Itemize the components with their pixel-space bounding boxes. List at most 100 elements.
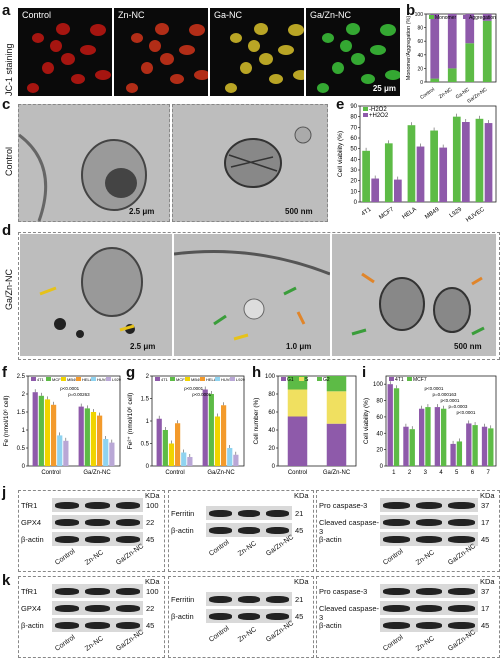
blot-protein-label: Ferritin — [171, 595, 195, 604]
blot-kda-value: 45 — [295, 526, 304, 535]
y-tick-label: 40 — [417, 53, 423, 59]
x-tick-label: 1 — [392, 470, 396, 476]
bar-+H2O2 — [371, 178, 380, 202]
y-tick-label: 80 — [417, 26, 423, 32]
p-value-annotation: p<0.0001 — [425, 386, 444, 391]
bar-G2 — [326, 376, 347, 392]
blot-kda-value: 37 — [481, 501, 490, 510]
blot-band — [237, 526, 261, 534]
blot-kda-value: 45 — [481, 621, 490, 630]
legend-entry: HELA — [82, 377, 93, 382]
blot-protein-label: β-actin — [319, 621, 342, 630]
legend-swatch — [91, 377, 96, 381]
blot-band-strip — [380, 618, 478, 632]
tem-control-scalebar-1: 2.5 μm — [129, 207, 155, 216]
blot-band — [115, 535, 140, 543]
bar-MCF7 — [84, 408, 90, 466]
kda-header: KDa — [480, 577, 495, 586]
x-tick-label: Control — [41, 470, 60, 476]
bar--H2O2 — [362, 150, 370, 202]
x-tick-label: 4T1 — [361, 206, 373, 217]
legend-swatch — [429, 15, 434, 19]
y-tick-label: 20 — [376, 448, 383, 454]
y-tick-label: 0.5 — [141, 442, 150, 448]
bar-Monomer — [482, 20, 492, 82]
blot-panel-middle — [168, 490, 314, 572]
tem-treated-side-label: Ga/Zn-NC — [4, 268, 14, 310]
y-tick-label: 1 — [22, 428, 26, 434]
kda-header: KDa — [294, 491, 309, 500]
x-tick-label: L929 — [449, 206, 464, 219]
blot-band — [55, 604, 80, 612]
bar-4T1 — [481, 426, 488, 466]
y-tick-label: 100 — [265, 374, 276, 380]
blot-band-strip — [380, 584, 478, 598]
jc1-image-label: Ga/Zn-NC — [310, 10, 352, 20]
p-value-annotation: p=0.0003 — [449, 404, 468, 409]
bar-G1 — [287, 416, 308, 466]
bar--H2O2 — [452, 116, 461, 202]
blot-band — [448, 535, 475, 543]
bar-MB49 — [168, 443, 175, 466]
y-tick-label: 60 — [417, 39, 423, 45]
bar-MB49 — [90, 412, 97, 466]
blot-band — [209, 509, 232, 517]
blot-band-strip — [52, 532, 143, 546]
bar-4T1 — [156, 418, 162, 466]
blot-kda-value: 45 — [295, 612, 304, 621]
y-tick-label: 1 — [146, 419, 150, 425]
blot-protein-label: β-actin — [319, 535, 342, 544]
blot-band-strip — [52, 584, 143, 598]
bar-Aggregation — [447, 14, 457, 69]
blot-panel-left — [18, 490, 165, 572]
jc1-scalebar: 25 μm — [372, 84, 396, 93]
bar--H2O2 — [475, 118, 484, 202]
y-tick-label: 70 — [350, 125, 357, 131]
kda-header: KDa — [145, 491, 160, 500]
p-value-annotation: p=0.000163 — [433, 392, 457, 397]
blot-band-strip — [206, 592, 292, 606]
bar-+H2O2 — [439, 147, 448, 202]
y-tick-label: 0 — [354, 200, 358, 206]
y-tick-label: 10 — [350, 189, 357, 195]
legend-entry: S — [305, 377, 309, 383]
bar-L929 — [63, 440, 69, 466]
blot-kda-value: 100 — [146, 501, 159, 510]
y-tick-label: 1.5 — [141, 397, 150, 403]
p-value-annotation: p=0.00263 — [68, 392, 90, 397]
blot-protein-label: Cleaved caspase-3 — [319, 518, 380, 536]
legend-swatch — [281, 377, 286, 381]
y-tick-label: 60 — [350, 136, 357, 142]
blot-band — [448, 604, 475, 612]
blot-band — [55, 587, 80, 595]
tem-control-image-2: 500 nm — [172, 104, 328, 222]
bar-MCF7 — [456, 441, 463, 466]
bar-4T1 — [434, 407, 441, 466]
bar-HELA — [51, 404, 57, 466]
blot-band — [266, 612, 289, 620]
blot-band — [266, 595, 289, 603]
blot-band — [115, 518, 140, 526]
y-tick-label: 20 — [417, 66, 423, 72]
x-tick-label: 5 — [455, 470, 459, 476]
blot-band-strip — [206, 506, 292, 520]
y-axis-label: Fe²⁺ (nmol/10⁶ cell) — [127, 393, 134, 450]
blot-band-strip — [52, 498, 143, 512]
y-tick-label: 50 — [350, 147, 357, 153]
blot-band — [448, 501, 475, 509]
x-tick-label: 4 — [439, 470, 443, 476]
x-tick-label: 7 — [486, 470, 490, 476]
bar-Monomer — [447, 68, 457, 82]
legend-entry: HELA — [206, 377, 217, 382]
bar-4T1 — [466, 423, 472, 466]
blot-kda-value: 37 — [481, 587, 490, 596]
blot-band — [209, 612, 232, 620]
blot-band — [266, 509, 289, 517]
blot-band — [85, 535, 110, 543]
blot-band — [383, 621, 410, 629]
plot-frame — [425, 13, 497, 83]
bar-S — [326, 391, 347, 424]
legend-entry: +H2O2 — [369, 113, 389, 119]
panel-label-h: h — [252, 364, 262, 381]
